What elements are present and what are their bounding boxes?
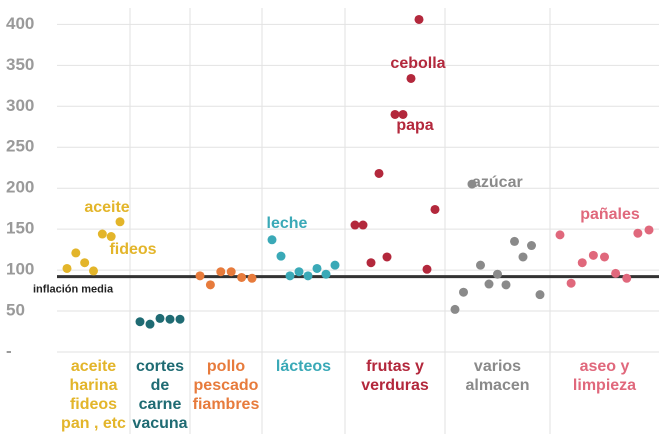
- dot: [518, 252, 528, 262]
- category-label: vacuna: [132, 415, 187, 432]
- category-label: cortes: [136, 358, 184, 375]
- category-label: almacen: [465, 377, 529, 394]
- category-label: frutas y: [366, 358, 424, 375]
- category-label: varios: [474, 358, 521, 375]
- category-label: harina: [69, 377, 117, 394]
- dot: [247, 273, 257, 283]
- dot: [216, 267, 226, 277]
- dot: [312, 263, 322, 273]
- category-label: de: [151, 377, 170, 394]
- annotation: azúcar: [472, 174, 523, 191]
- y-tick-label: 50: [6, 301, 25, 320]
- annotation: pañales: [580, 206, 640, 223]
- dot: [374, 168, 384, 178]
- category-label: aceite: [71, 358, 116, 375]
- dot: [555, 230, 565, 240]
- dot: [267, 235, 277, 245]
- dot: [566, 278, 576, 288]
- dot: [527, 241, 536, 251]
- dot: [430, 204, 440, 214]
- dot: [165, 314, 175, 324]
- dot: [577, 258, 587, 268]
- category-label: fiambres: [193, 396, 260, 413]
- annotation: leche: [267, 215, 308, 232]
- dot: [406, 73, 416, 83]
- dot: [71, 248, 81, 258]
- dot: [476, 260, 485, 270]
- dot: [321, 269, 331, 279]
- reference-label: inflación media: [33, 284, 114, 296]
- category-label: carne: [139, 396, 182, 413]
- dot: [303, 271, 313, 281]
- dot: [106, 232, 116, 242]
- category-label: limpieza: [573, 377, 636, 394]
- category-label: lácteos: [276, 358, 331, 375]
- y-tick-label: -: [6, 341, 12, 360]
- dot: [155, 313, 165, 323]
- dot: [611, 268, 621, 278]
- dot: [195, 271, 205, 281]
- dot: [62, 263, 72, 273]
- dot: [89, 266, 98, 276]
- annotation: cebolla: [390, 55, 445, 72]
- dot: [588, 250, 598, 260]
- dot: [237, 272, 247, 282]
- category-label: aseo y: [580, 358, 630, 375]
- category-label: pan , etc: [61, 415, 126, 432]
- category-label: verduras: [361, 377, 429, 394]
- annotation: fideos: [109, 241, 156, 258]
- dot: [510, 236, 519, 246]
- dot: [644, 225, 654, 235]
- y-tick-label: 300: [6, 96, 34, 115]
- y-tick-label: 400: [6, 14, 34, 33]
- dot: [135, 317, 145, 327]
- dot: [145, 319, 155, 329]
- dot: [622, 273, 632, 283]
- dot: [294, 267, 304, 277]
- y-tick-label: 250: [6, 137, 34, 156]
- annotation: aceite: [84, 199, 129, 216]
- dot: [535, 290, 545, 300]
- category-label: fideos: [70, 396, 117, 413]
- category-label: pescado: [194, 377, 259, 394]
- dot: [414, 14, 424, 24]
- dot: [600, 252, 609, 262]
- dot: [422, 264, 432, 274]
- dot: [115, 217, 125, 227]
- dot: [450, 304, 460, 314]
- y-tick-label: 150: [6, 219, 34, 238]
- dot: [467, 179, 477, 189]
- dot: [358, 220, 368, 230]
- dot: [350, 220, 360, 230]
- annotation: papa: [396, 117, 433, 134]
- dot: [459, 287, 468, 297]
- dot: [175, 314, 185, 324]
- dot: [484, 279, 494, 289]
- dot: [398, 109, 408, 119]
- dot: [390, 109, 400, 119]
- dot: [276, 251, 286, 261]
- y-tick-label: 200: [6, 178, 34, 197]
- dot: [97, 229, 107, 239]
- dot: [205, 280, 215, 290]
- dot: [330, 260, 340, 270]
- y-tick-label: 100: [6, 260, 34, 279]
- dot: [501, 280, 511, 290]
- category-label: pollo: [207, 358, 245, 375]
- dot: [285, 271, 295, 281]
- dot: [226, 267, 236, 277]
- dot: [382, 252, 392, 262]
- dot: [80, 258, 90, 268]
- dot: [633, 228, 643, 238]
- dot: [366, 258, 376, 268]
- dot: [493, 269, 502, 279]
- y-tick-label: 350: [6, 55, 34, 74]
